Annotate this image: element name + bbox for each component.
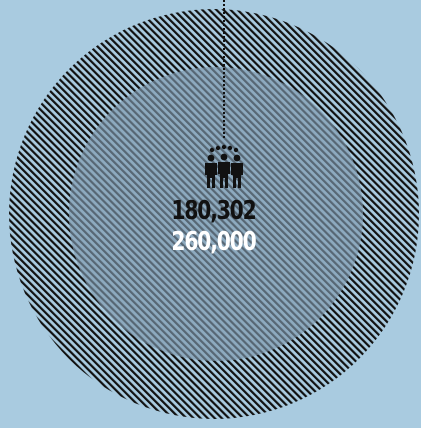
inner-circle-group <box>69 67 363 361</box>
people-group-icon <box>205 144 243 188</box>
count-secondary: 260,000 <box>171 227 256 257</box>
count-primary: 180,302 <box>171 196 256 226</box>
